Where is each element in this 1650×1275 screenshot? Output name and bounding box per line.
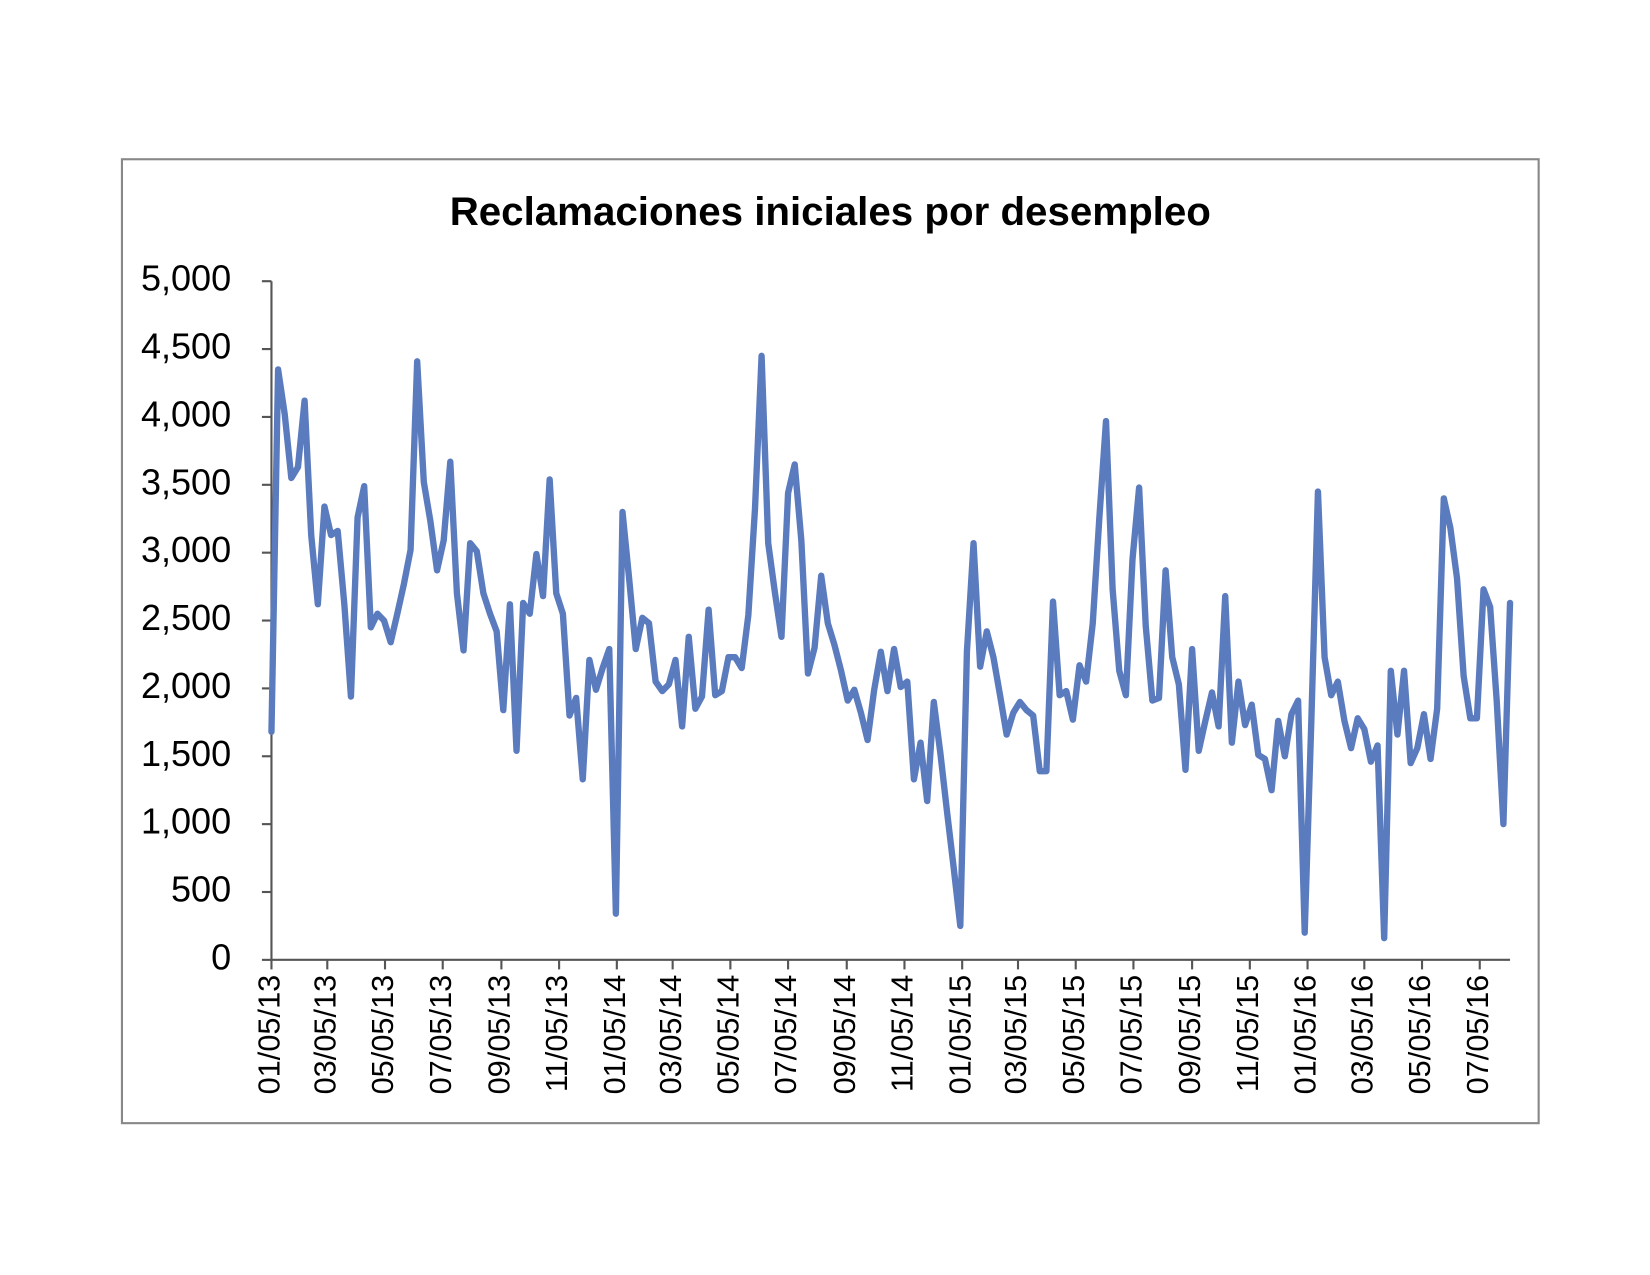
x-tick-label: 05/05/14 <box>710 975 745 1095</box>
x-tick-label: 03/05/13 <box>307 975 342 1095</box>
x-tick-label: 11/05/14 <box>885 975 920 1092</box>
x-tick-label: 11/05/13 <box>539 975 574 1092</box>
x-tick-label: 05/05/13 <box>365 975 400 1095</box>
y-tick-label: 0 <box>211 936 231 977</box>
x-tick-label: 03/05/15 <box>998 975 1033 1095</box>
y-tick-label: 2,000 <box>141 665 231 706</box>
x-tick-label: 03/05/14 <box>653 975 688 1095</box>
x-tick-label: 05/05/16 <box>1402 975 1437 1095</box>
x-tick-label: 09/05/15 <box>1172 975 1207 1095</box>
data-line <box>268 352 1514 942</box>
y-tick-label: 1,500 <box>141 733 231 774</box>
y-tick-label: 3,000 <box>141 529 231 570</box>
x-tick-label: 07/05/13 <box>423 975 458 1095</box>
y-tick-label: 500 <box>171 869 231 910</box>
x-tick-label: 09/05/13 <box>482 975 517 1095</box>
y-tick-label: 3,500 <box>141 461 231 502</box>
x-tick-label: 11/05/15 <box>1230 975 1265 1092</box>
x-tick-label: 01/05/14 <box>597 975 632 1095</box>
x-tick-label: 03/05/16 <box>1344 975 1379 1095</box>
x-tick-label: 01/05/16 <box>1288 975 1323 1095</box>
chart-title: Reclamaciones iniciales por desempleo <box>450 189 1211 234</box>
x-tick-label: 01/05/13 <box>252 975 287 1095</box>
y-tick-label: 4,500 <box>141 326 231 367</box>
x-tick-label: 05/05/15 <box>1056 975 1091 1095</box>
x-tick-label: 07/05/14 <box>768 975 803 1095</box>
y-tick-label: 4,000 <box>141 393 231 434</box>
x-tick-label: 09/05/14 <box>827 975 862 1095</box>
x-tick-label: 01/05/15 <box>942 975 977 1095</box>
y-tick-label: 2,500 <box>141 597 231 638</box>
x-tick-label: 07/05/15 <box>1114 975 1149 1095</box>
y-tick-label: 1,000 <box>141 801 231 842</box>
y-tick-label: 5,000 <box>141 258 231 299</box>
x-tick-label: 07/05/16 <box>1460 975 1495 1095</box>
